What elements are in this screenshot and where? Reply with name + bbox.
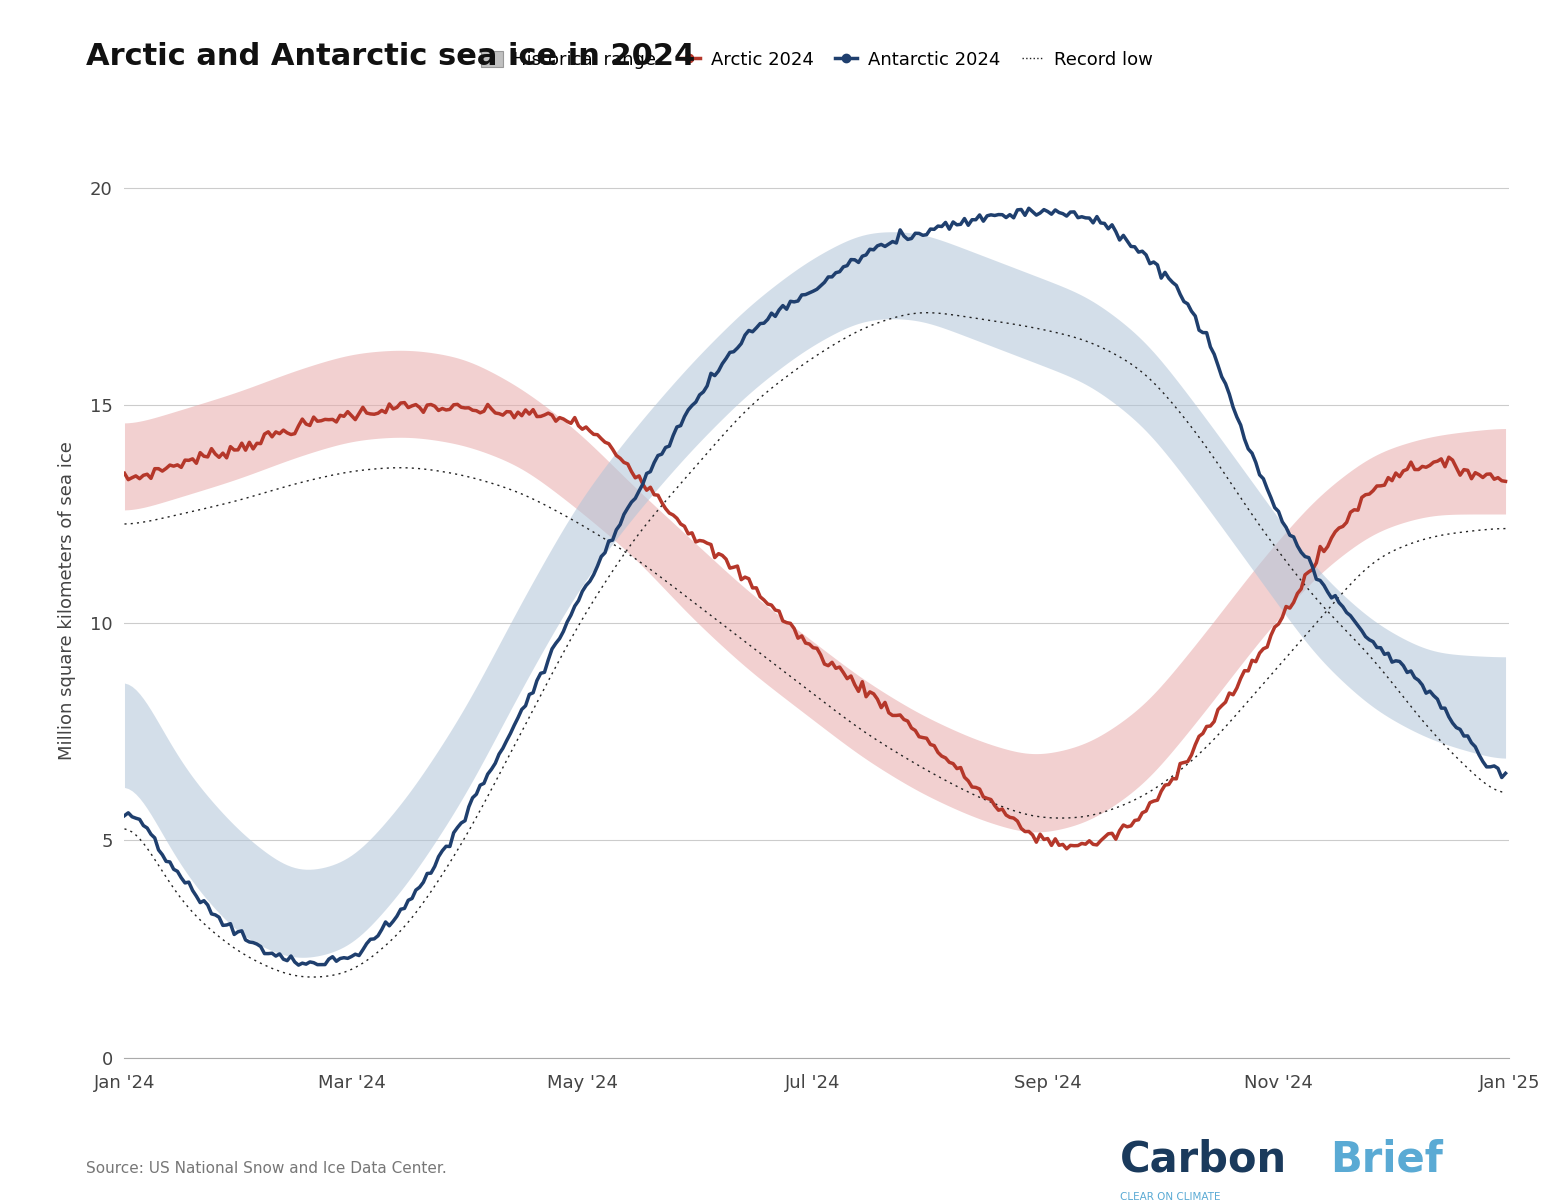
- Text: Arctic and Antarctic sea ice in 2024: Arctic and Antarctic sea ice in 2024: [86, 42, 696, 71]
- Y-axis label: Million square kilometers of sea ice: Million square kilometers of sea ice: [58, 441, 76, 761]
- Text: CLEAR ON CLIMATE: CLEAR ON CLIMATE: [1120, 1192, 1221, 1202]
- Text: Brief: Brief: [1330, 1138, 1444, 1180]
- Text: Carbon: Carbon: [1120, 1138, 1287, 1180]
- Text: Source: US National Snow and Ice Data Center.: Source: US National Snow and Ice Data Ce…: [86, 1161, 447, 1176]
- Legend: Historical range, Arctic 2024, Antarctic 2024, Record low: Historical range, Arctic 2024, Antarctic…: [473, 43, 1161, 77]
